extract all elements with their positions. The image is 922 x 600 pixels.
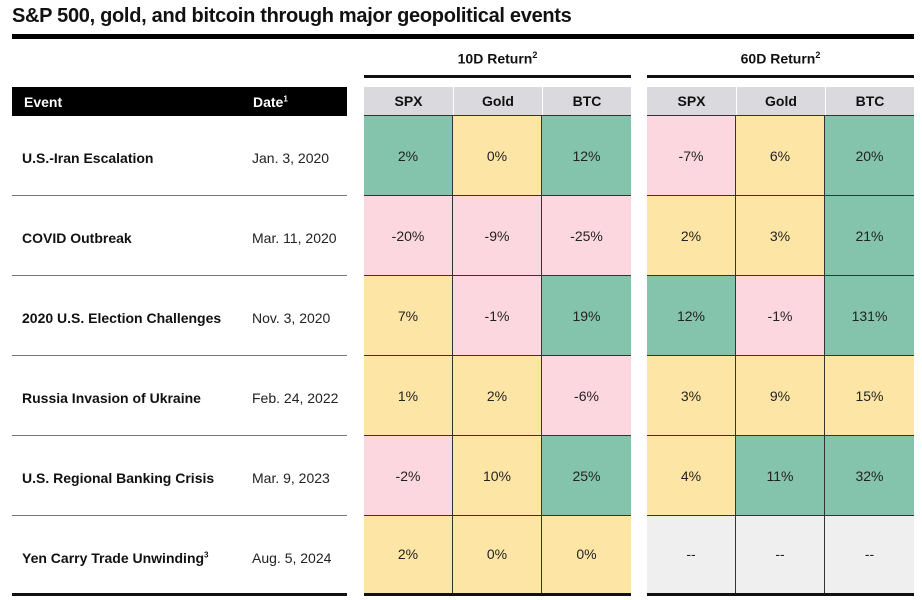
value-cell: 3% [647, 356, 736, 436]
value-cell: 0% [542, 516, 631, 593]
value-cell: -6% [542, 356, 631, 436]
value-cell: 0% [453, 116, 542, 196]
value-cell: 21% [825, 196, 914, 276]
value-cell: 12% [647, 276, 736, 356]
value-cell: -7% [647, 116, 736, 196]
event-date: Jan. 3, 2020 [252, 150, 330, 166]
value-cell: -1% [453, 276, 542, 356]
event-date: Aug. 5, 2024 [252, 550, 332, 566]
event-label: U.S.-Iran Escalation [22, 150, 153, 166]
value-cell: 7% [364, 276, 453, 356]
bottom-rule [647, 593, 914, 596]
group-header-10d: 10D Return2 [364, 50, 631, 67]
value-cell: -- [736, 516, 825, 593]
event-name: Yen Carry Trade Unwinding [22, 550, 205, 566]
event-name: 2020 U.S. Election Challenges [22, 310, 222, 326]
value-cell: -2% [364, 436, 453, 516]
event-label: U.S. Regional Banking Crisis [22, 470, 214, 486]
event-header: Event [24, 94, 63, 110]
row-divider [12, 515, 347, 516]
row-divider [12, 275, 347, 276]
column-header-btc: BTC [825, 87, 914, 116]
date-header-wrap: Date1 [253, 94, 288, 110]
value-cell: -25% [542, 196, 631, 276]
value-cell: 2% [364, 116, 453, 196]
value-cell: 6% [736, 116, 825, 196]
event-date: Nov. 3, 2020 [252, 310, 331, 326]
date-header: Date [253, 94, 284, 110]
event-name: U.S.-Iran Escalation [22, 150, 154, 166]
event-name: U.S. Regional Banking Crisis [22, 470, 215, 486]
footnote-marker: 2 [532, 50, 538, 60]
value-cell: 11% [736, 436, 825, 516]
title-rule [12, 34, 914, 39]
event-name: Russia Invasion of Ukraine [22, 390, 201, 406]
group-label: 60D Return [740, 50, 816, 67]
value-cell: 3% [736, 196, 825, 276]
value-cell: 20% [825, 116, 914, 196]
event-label: Yen Carry Trade Unwinding3 [22, 550, 209, 566]
footnote-marker: 3 [204, 550, 209, 560]
value-cell: 12% [542, 116, 631, 196]
value-cell: 19% [542, 276, 631, 356]
event-label: Russia Invasion of Ukraine [22, 390, 201, 406]
column-header-gold: Gold [453, 87, 542, 116]
value-cell: 131% [825, 276, 914, 356]
column-header-btc: BTC [542, 87, 631, 116]
value-cell: 9% [736, 356, 825, 436]
value-cell: 2% [647, 196, 736, 276]
group-rule [364, 75, 631, 78]
column-header-spx: SPX [364, 87, 453, 116]
chart-title: S&P 500, gold, and bitcoin through major… [12, 5, 572, 27]
row-divider [12, 355, 347, 356]
column-header-gold: Gold [736, 87, 825, 116]
value-cell: 2% [453, 356, 542, 436]
value-cell: 15% [825, 356, 914, 436]
event-name: COVID Outbreak [22, 230, 132, 246]
row-divider [12, 435, 347, 436]
bottom-rule [364, 593, 631, 596]
value-cell: -9% [453, 196, 542, 276]
group-label: 10D Return [457, 50, 533, 67]
footnote-marker: 1 [283, 94, 288, 104]
left-header: Event Date1 [12, 87, 347, 116]
event-label: COVID Outbreak [22, 230, 132, 246]
value-cell: -20% [364, 196, 453, 276]
value-cell: -1% [736, 276, 825, 356]
value-cell: -- [647, 516, 736, 593]
value-cell: 2% [364, 516, 453, 593]
value-cell: 32% [825, 436, 914, 516]
value-cell: 0% [453, 516, 542, 593]
event-label: 2020 U.S. Election Challenges [22, 310, 221, 326]
bottom-rule [12, 593, 347, 596]
value-cell: -- [825, 516, 914, 593]
value-cell: 10% [453, 436, 542, 516]
footnote-marker: 2 [815, 50, 821, 60]
group-header-60d: 60D Return2 [647, 50, 914, 67]
event-date: Feb. 24, 2022 [252, 390, 339, 406]
event-date: Mar. 9, 2023 [252, 470, 330, 486]
event-date: Mar. 11, 2020 [252, 230, 337, 246]
column-header-spx: SPX [647, 87, 736, 116]
row-divider [12, 195, 347, 196]
group-rule [647, 75, 914, 78]
value-cell: 1% [364, 356, 453, 436]
value-cell: 25% [542, 436, 631, 516]
value-cell: 4% [647, 436, 736, 516]
